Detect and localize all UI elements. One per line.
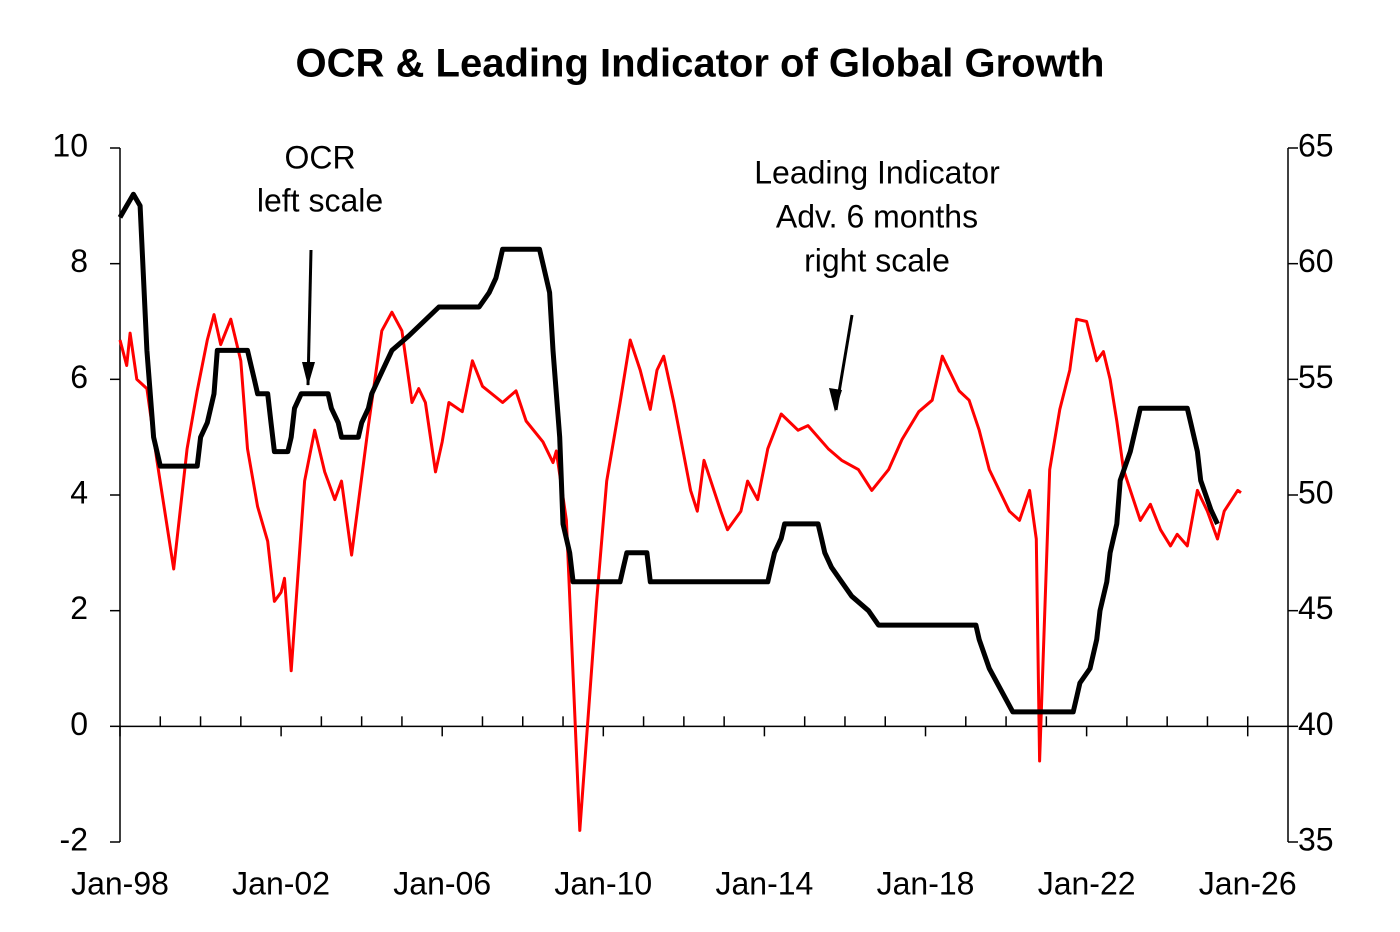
y2-tick-label: 60	[1298, 243, 1334, 279]
x-tick-label: Jan-06	[393, 865, 491, 901]
y-tick-label: 8	[70, 243, 88, 279]
annotation: Adv. 6 months	[776, 198, 978, 234]
x-tick-label: Jan-22	[1038, 865, 1136, 901]
y-tick-label: 6	[70, 359, 88, 395]
arrow-head	[829, 388, 842, 412]
annotation: Leading Indicator	[754, 154, 1000, 190]
y2-tick-label: 50	[1298, 474, 1334, 510]
x-tick-label: Jan-10	[554, 865, 652, 901]
x-tick-label: Jan-98	[71, 865, 169, 901]
series-line	[117, 191, 1220, 715]
annotation: left scale	[257, 182, 383, 218]
y-tick-label: 0	[70, 706, 88, 742]
y-tick-label: 2	[70, 590, 88, 626]
y-tick-label: 4	[70, 474, 88, 510]
y2-tick-label: 45	[1298, 590, 1334, 626]
series-line	[118, 310, 1242, 832]
annotation: OCR	[284, 139, 355, 175]
arrow-head	[302, 362, 315, 386]
x-tick-label: Jan-02	[232, 865, 330, 901]
y2-tick-label: 35	[1298, 821, 1334, 857]
y2-tick-label: 40	[1298, 706, 1334, 742]
x-tick-label: Jan-18	[877, 865, 975, 901]
chart-title: OCR & Leading Indicator of Global Growth	[296, 42, 1105, 86]
y2-tick-label: 55	[1298, 359, 1334, 395]
annotation: right scale	[804, 242, 950, 278]
x-tick-label: Jan-14	[715, 865, 813, 901]
y2-tick-label: 65	[1298, 127, 1334, 163]
y-tick-label: 10	[52, 127, 88, 163]
y-tick-label: -2	[60, 821, 88, 857]
x-tick-label: Jan-26	[1199, 865, 1297, 901]
